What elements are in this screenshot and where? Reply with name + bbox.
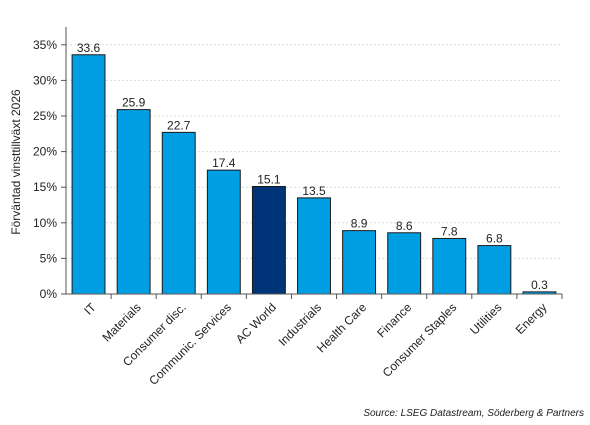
y-tick-label: 5% (40, 251, 58, 265)
category-label: Finance (374, 300, 414, 340)
category-label: Materials (99, 300, 143, 344)
category-label: Health Care (314, 300, 369, 355)
y-tick-label: 25% (33, 109, 57, 123)
data-label: 7.8 (441, 224, 458, 238)
data-label: 33.6 (77, 41, 101, 55)
bar (161, 131, 196, 295)
category-label: Utilities (467, 300, 504, 337)
category-label: Communic. Services (146, 300, 234, 388)
y-tick-label: 0% (40, 287, 58, 301)
data-label: 8.6 (396, 219, 413, 233)
data-label: 25.9 (122, 96, 146, 110)
source-note: Source: LSEG Datastream, Söderberg & Par… (363, 408, 584, 419)
bar (342, 230, 377, 295)
bar (206, 169, 241, 295)
data-label: 0.3 (531, 278, 548, 292)
data-label: 22.7 (167, 118, 191, 132)
category-label: Energy (513, 300, 550, 337)
bar (477, 245, 512, 295)
y-tick-label: 35% (33, 38, 57, 52)
bar (297, 197, 331, 295)
bar (387, 232, 422, 295)
data-label: 15.1 (257, 172, 281, 186)
data-label: 6.8 (486, 232, 503, 246)
y-tick-label: 30% (33, 73, 57, 87)
data-label: 17.4 (212, 156, 236, 170)
y-tick-label: 20% (33, 145, 57, 159)
y-tick-label: 15% (33, 180, 57, 194)
data-label: 13.5 (302, 184, 326, 198)
bar (432, 237, 467, 295)
y-tick-label: 10% (33, 216, 57, 230)
bar (71, 54, 106, 295)
bar (116, 109, 151, 295)
bar (251, 185, 286, 295)
category-label: AC World (233, 300, 279, 346)
bars: 33.6 25.9 22.7 17.4 15.1 13.5 8.9 8.6 7.8 6.8 0.3 (71, 41, 557, 295)
data-label: 8.9 (351, 217, 368, 231)
category-label: IT (81, 300, 99, 318)
y-axis-label: Förväntad vinsttillväxt 2026 (9, 89, 23, 235)
